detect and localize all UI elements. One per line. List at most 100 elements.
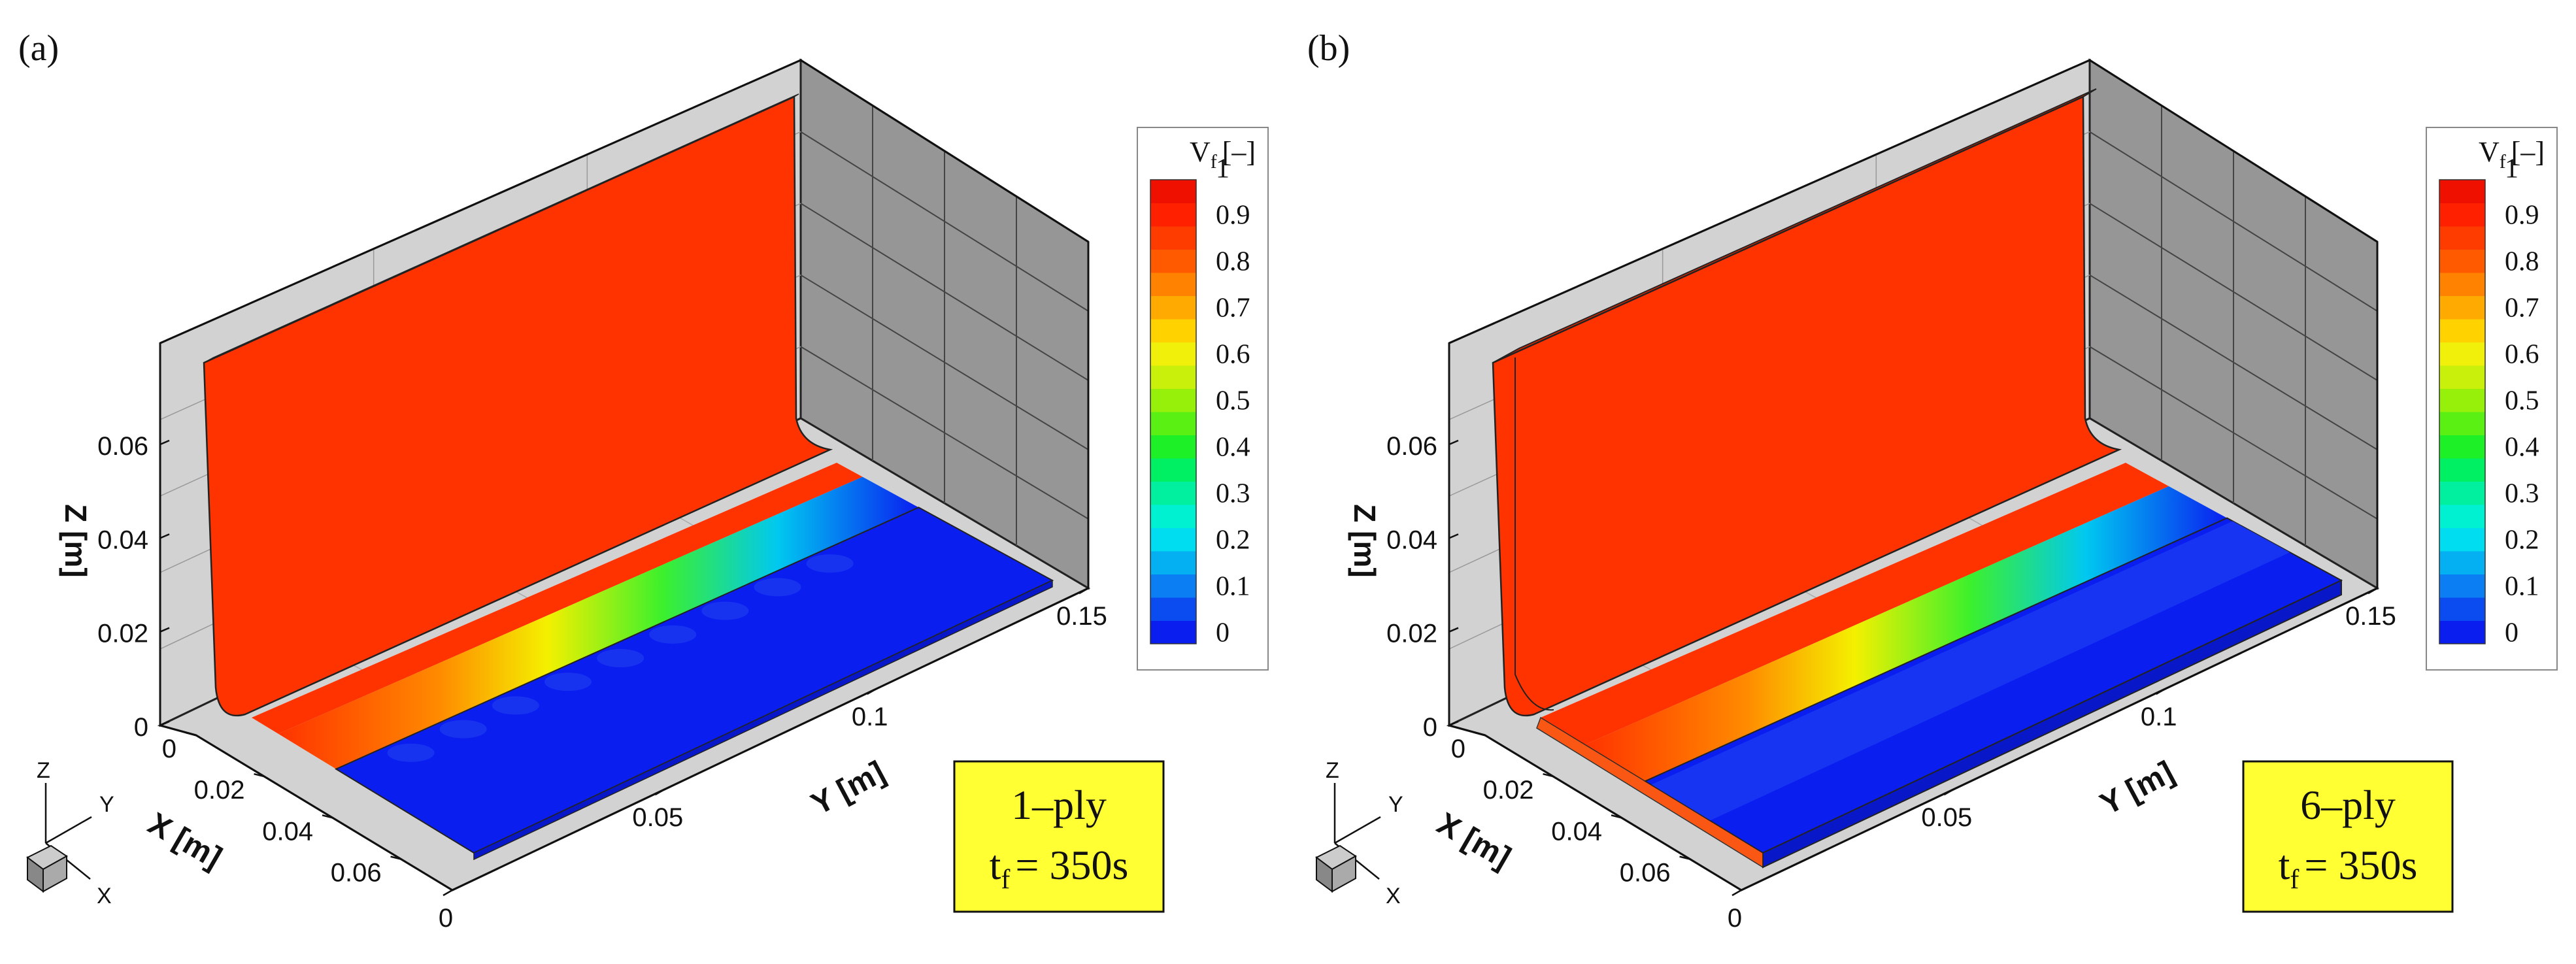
y-tick: [654, 788, 665, 796]
y-axis-line: [1741, 587, 2378, 891]
colorbar-band: [2439, 435, 2485, 459]
panel-label: (a): [18, 28, 59, 69]
dry-spot: [544, 673, 592, 691]
y-tick: [1079, 587, 1089, 595]
colorbar-band: [2439, 342, 2485, 366]
x-tick: [1611, 814, 1622, 819]
colorbar-tick-label: 0: [1216, 618, 1229, 648]
colorbar-band: [2439, 226, 2485, 250]
colorbar-band: [1150, 412, 1196, 435]
triad-z-label: Z: [1326, 758, 1339, 783]
x-axis-line: [195, 734, 453, 891]
colorbar-tick-label: 0.3: [1216, 478, 1250, 508]
colorbar-tick-label: 0.5: [1216, 386, 1250, 416]
y-tick: [1943, 788, 1954, 796]
orientation-triad: Z Y X: [1315, 758, 1403, 908]
x-tick: [390, 856, 401, 860]
colorbar-band: [1150, 574, 1196, 598]
colorbar-band: [1150, 342, 1196, 366]
colorbar-band: [2439, 365, 2485, 389]
colorbar-band: [2439, 597, 2485, 621]
colorbar-tick-label: 0.7: [2505, 293, 2539, 323]
colorbar-band: [2439, 527, 2485, 552]
y-tick-label: 0.15: [2345, 602, 2396, 631]
top-edge-line: [1448, 59, 2090, 344]
annotation-time: tf = 350s: [990, 842, 1129, 895]
x-tick-label: 0: [162, 735, 176, 763]
grid-line: [2089, 346, 2378, 520]
colorbar-tick-label: 0.2: [1216, 525, 1250, 555]
y-tick: [867, 688, 877, 695]
colorbar-tick-label: 0.2: [2505, 525, 2539, 555]
panel-label: (b): [1307, 28, 1350, 69]
z-tick: [1448, 533, 1459, 539]
vertical-wall-face: [203, 95, 833, 717]
x-tick-label: 0.04: [262, 817, 313, 846]
floor-saturated-region: [1541, 463, 2169, 745]
colorbar-band: [1150, 551, 1196, 574]
colorbar-band: [2439, 620, 2485, 644]
colorbar-band: [1150, 458, 1196, 482]
z-axis-label: Z [m]: [1348, 504, 1382, 577]
z-tick-label: 0.02: [97, 620, 148, 648]
z-tick: [159, 439, 170, 446]
annotation-case: 6–ply: [2300, 782, 2396, 828]
z-tick-label: 0.02: [1386, 620, 1437, 648]
z-tick-label: 0.04: [97, 525, 148, 554]
dry-spot: [492, 696, 539, 715]
grid-line: [800, 203, 1089, 381]
flow-front-gradient: [278, 476, 919, 769]
x-tick-label: 0.02: [1483, 776, 1534, 805]
colorbar-band: [2439, 481, 2485, 505]
x-tick-label: 0.02: [194, 776, 245, 805]
colorbar-tick-label: 0.5: [2505, 386, 2539, 416]
grid-line: [800, 131, 1089, 312]
colorbar-band: [1150, 505, 1196, 528]
triad-x-label: X: [97, 884, 112, 908]
grid-line: [2089, 131, 2378, 312]
x-tick-label: 0.06: [331, 859, 382, 888]
x-tick: [254, 773, 265, 778]
colorbar-outline: [2439, 179, 2486, 644]
z-tick: [1448, 627, 1459, 633]
grid-line: [800, 274, 1089, 450]
colorbar-tick-label: 0.9: [2505, 200, 2539, 230]
annotation-time: tf = 350s: [2279, 842, 2418, 895]
y-tick-label: 0.1: [852, 703, 888, 731]
z-tick-label: 0.04: [1386, 525, 1437, 554]
colorbar-band: [2439, 203, 2485, 227]
y-tick-label: 0.05: [632, 803, 683, 832]
x-tick: [322, 814, 333, 819]
colorbar-band: [1150, 319, 1196, 342]
orientation-triad: Z Y X: [26, 758, 114, 908]
annotation-box: [953, 760, 1165, 913]
colorbar-tick-label: 0.9: [1216, 200, 1250, 230]
colorbar-band: [1150, 597, 1196, 621]
colorbar-tick-label: 0.1: [1216, 571, 1250, 601]
colorbar-tick-label: 0.6: [1216, 339, 1250, 369]
triad-cube-right: [42, 855, 67, 893]
panel-b: (b) 0 0.02 0.04 0.06 Z [m] 0 0.02 0.04 0.06 X [m] 0…: [1307, 28, 2558, 933]
grid-line: [2089, 203, 2378, 381]
colorbar-band: [1150, 226, 1196, 250]
colorbar-tick-label: 0.8: [2505, 246, 2539, 276]
y-tick-label: 0.1: [2141, 703, 2177, 731]
colorbar-band: [2439, 295, 2485, 320]
z-tick-label: 0.06: [97, 432, 148, 461]
dry-spot: [439, 720, 487, 739]
colorbar-band: [2439, 180, 2485, 203]
y-axis-line: [452, 587, 1089, 891]
y-tick-label: 0: [1728, 904, 1742, 933]
dry-spot: [754, 578, 801, 597]
grid-line: [2089, 274, 2378, 450]
colorbar-band: [1150, 365, 1196, 389]
y-tick: [2367, 587, 2378, 595]
z-tick-label: 0: [1423, 713, 1437, 742]
colorbar-title: Vf [–]: [2479, 136, 2545, 173]
z-tick: [159, 627, 170, 633]
x-tick-label: 0: [1451, 735, 1465, 763]
colorbar-band: [1150, 249, 1196, 273]
colorbar-tick-label: 1: [1216, 154, 1229, 184]
x-tick: [1679, 856, 1690, 860]
colorbar-tick-label: 0.7: [1216, 293, 1250, 323]
